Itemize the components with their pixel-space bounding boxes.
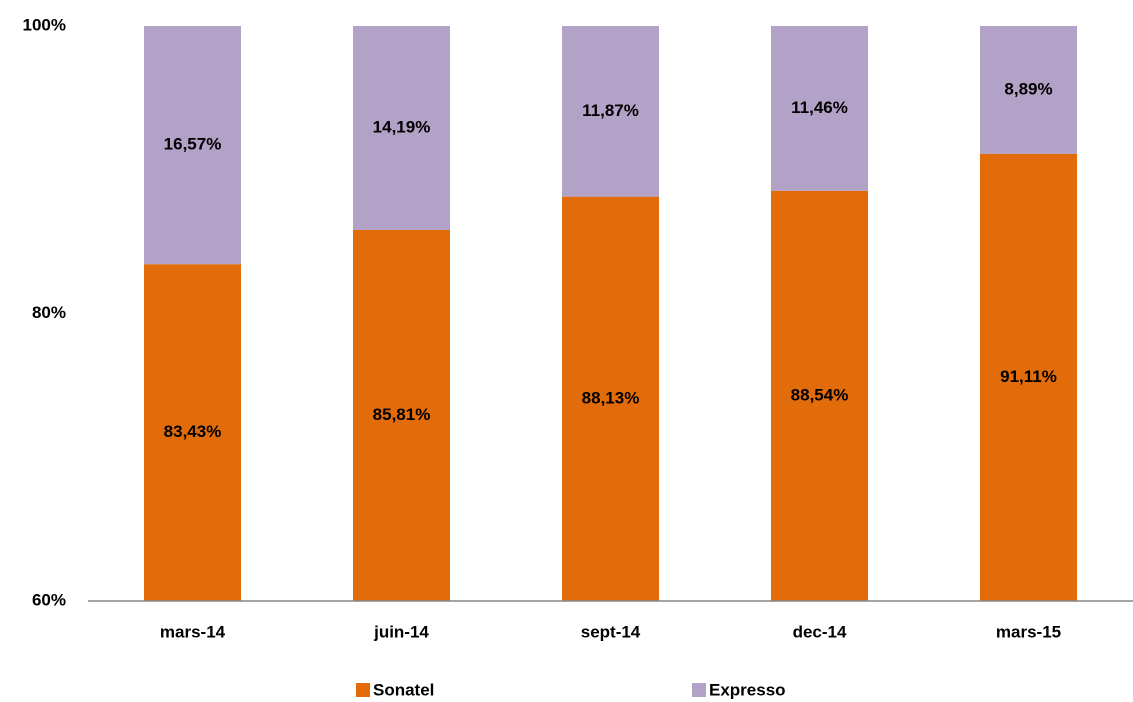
x-tick-label: mars-14 xyxy=(160,622,226,641)
bar-segment xyxy=(562,26,659,197)
value-label: 88,54% xyxy=(791,385,849,404)
bar-segment xyxy=(353,26,450,230)
value-label: 11,46% xyxy=(791,98,848,117)
bar-segment xyxy=(144,264,241,601)
legend-label: Expresso xyxy=(709,680,786,699)
x-tick-label: juin-14 xyxy=(373,622,429,641)
bar-segment xyxy=(562,196,659,601)
value-label: 88,13% xyxy=(582,388,640,407)
y-tick-label: 60% xyxy=(32,590,66,609)
value-label: 91,11% xyxy=(1000,367,1057,386)
x-tick-label: dec-14 xyxy=(793,622,847,641)
bar-segment xyxy=(144,26,241,265)
y-tick-label: 80% xyxy=(32,303,66,322)
legend-swatch xyxy=(356,683,370,697)
value-label: 16,57% xyxy=(164,135,222,154)
x-tick-label: mars-15 xyxy=(996,622,1061,641)
bar-segment xyxy=(980,26,1077,154)
value-label: 11,87% xyxy=(582,101,639,120)
x-tick-label: sept-14 xyxy=(581,622,641,641)
value-label: 8,89% xyxy=(1004,79,1052,98)
bar-segment xyxy=(771,190,868,602)
y-tick-label: 100% xyxy=(23,15,66,34)
legend-label: Sonatel xyxy=(373,680,434,699)
bar-segment xyxy=(353,229,450,601)
value-label: 83,43% xyxy=(164,422,222,441)
value-label: 14,19% xyxy=(373,117,431,136)
bar-segment xyxy=(980,153,1077,601)
bar-segment xyxy=(771,26,868,191)
legend-swatch xyxy=(692,683,706,697)
value-label: 85,81% xyxy=(373,405,431,424)
